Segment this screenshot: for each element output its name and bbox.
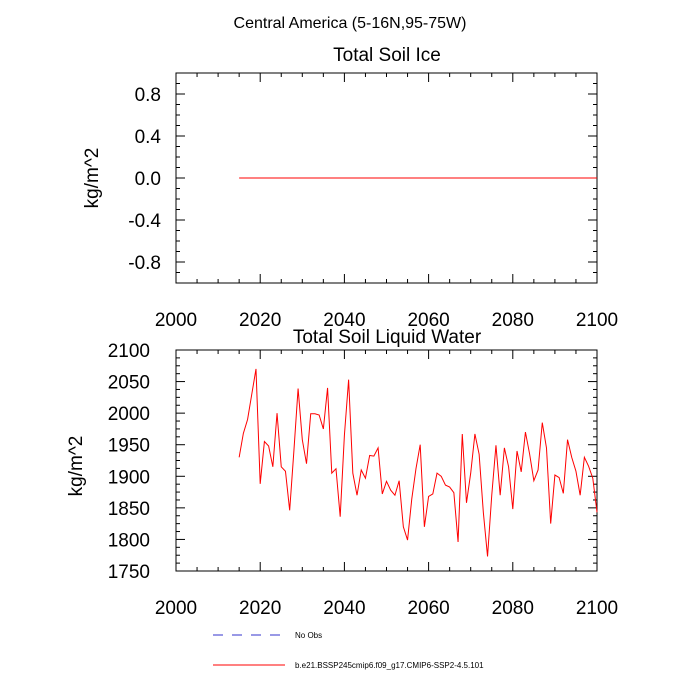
x-tick-label: 2080 <box>492 598 534 619</box>
y-tick-label: 1750 <box>108 562 150 583</box>
x-tick-label: 2040 <box>323 310 365 331</box>
legend-model-label: b.e21.BSSP245cmip6.f09_g17.CMIP6-SSP2-4.… <box>295 661 484 670</box>
y-tick-label: 1850 <box>108 499 150 520</box>
x-tick-label: 2060 <box>407 310 449 331</box>
y-tick-label: 2000 <box>108 404 150 425</box>
y-tick-label: -0.4 <box>128 211 161 232</box>
y-tick-label: -0.8 <box>128 253 161 274</box>
plot-frame <box>175 349 598 572</box>
soil-water-y-axis-label: kg/m^2 <box>66 436 87 497</box>
x-tick-label: 2000 <box>155 598 197 619</box>
x-tick-label: 2100 <box>576 598 618 619</box>
legend-obs-label: No Obs <box>295 631 322 640</box>
y-tick-label: 1800 <box>108 530 150 551</box>
x-tick-label: 2000 <box>155 310 197 331</box>
x-tick-label: 2100 <box>576 310 618 331</box>
x-tick-label: 2080 <box>492 310 534 331</box>
y-tick-label: 0.0 <box>135 169 161 190</box>
x-tick-label: 2060 <box>407 598 449 619</box>
y-tick-label: 1950 <box>108 436 150 457</box>
x-tick-label: 2020 <box>239 598 281 619</box>
chart-supertitle: Central America (5-16N,95-75W) <box>234 15 467 32</box>
x-tick-label: 2040 <box>323 598 365 619</box>
soil-water-panel: Total Soil Liquid Water kg/m^2 2000 2020 2… <box>66 327 618 619</box>
x-tick-label: 2020 <box>239 310 281 331</box>
series-line <box>238 368 598 557</box>
y-tick-label: 2050 <box>108 373 150 394</box>
soil-ice-y-axis-label: kg/m^2 <box>82 148 103 209</box>
soil-ice-title: Total Soil Ice <box>333 45 441 66</box>
y-tick-label: 2100 <box>108 341 150 362</box>
soil-water-title: Total Soil Liquid Water <box>293 327 482 348</box>
legend: No Obs b.e21.BSSP245cmip6.f09_g17.CMIP6-… <box>213 631 484 670</box>
y-tick-label: 0.4 <box>135 127 162 148</box>
y-tick-label: 1900 <box>108 467 150 488</box>
soil-ice-panel: Total Soil Ice kg/m^2 2000 2020 2040 2060 20… <box>82 45 618 331</box>
y-tick-label: 0.8 <box>135 85 161 106</box>
